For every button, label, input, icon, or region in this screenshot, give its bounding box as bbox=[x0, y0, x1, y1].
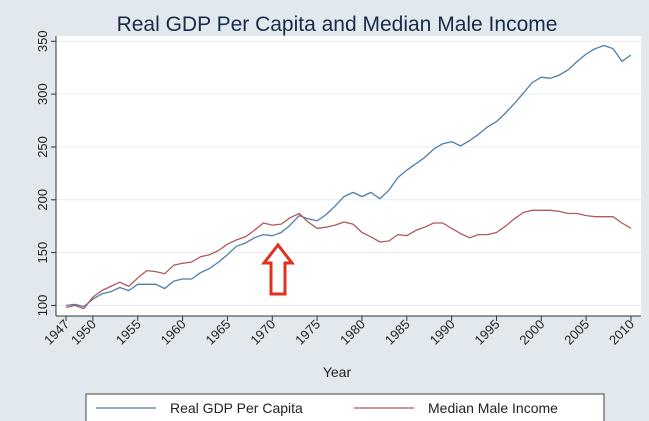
series-line-gdp-per-capita bbox=[65, 44, 632, 308]
plot-area bbox=[56, 36, 641, 316]
x-tick-label: 1985 bbox=[382, 317, 413, 348]
x-axis-label: Year bbox=[323, 364, 352, 380]
legend-box bbox=[85, 393, 605, 421]
x-tick-label: 1955 bbox=[113, 317, 144, 348]
x-tick-label: 1965 bbox=[202, 317, 233, 348]
chart-title: Real GDP Per Capita and Median Male Inco… bbox=[117, 13, 558, 36]
x-tick-label: 1990 bbox=[427, 317, 458, 348]
y-tick-label: 100 bbox=[35, 295, 50, 317]
x-tick-label: 1980 bbox=[337, 317, 368, 348]
x-tick-label: 1947 bbox=[41, 317, 72, 348]
series-layer bbox=[65, 44, 632, 310]
legend-label-gdp: Real GDP Per Capita bbox=[170, 400, 303, 416]
x-tick-label: 1975 bbox=[292, 317, 323, 348]
y-tick-label: 300 bbox=[35, 83, 50, 105]
grid-layer bbox=[56, 40, 641, 306]
x-tick-label: 2005 bbox=[561, 317, 592, 348]
x-tick-label: 2000 bbox=[516, 317, 547, 348]
y-tick-label: 150 bbox=[35, 242, 50, 264]
x-tick-label: 2010 bbox=[606, 317, 637, 348]
x-tick-label: 1995 bbox=[472, 317, 503, 348]
x-tick-label: 1970 bbox=[247, 317, 278, 348]
red-up-arrow-icon bbox=[260, 242, 296, 296]
legend: Real GDP Per Capita Median Male Income bbox=[85, 393, 605, 421]
legend-label-median-income: Median Male Income bbox=[428, 400, 558, 416]
y-tick-label: 250 bbox=[35, 136, 50, 158]
x-tick-label: 1950 bbox=[68, 317, 99, 348]
series-line-median-male-income bbox=[65, 209, 632, 310]
x-tick-label: 1960 bbox=[158, 317, 189, 348]
annotation-layer bbox=[260, 242, 296, 296]
y-tick-label: 350 bbox=[35, 30, 50, 52]
y-tick-label: 200 bbox=[35, 189, 50, 211]
